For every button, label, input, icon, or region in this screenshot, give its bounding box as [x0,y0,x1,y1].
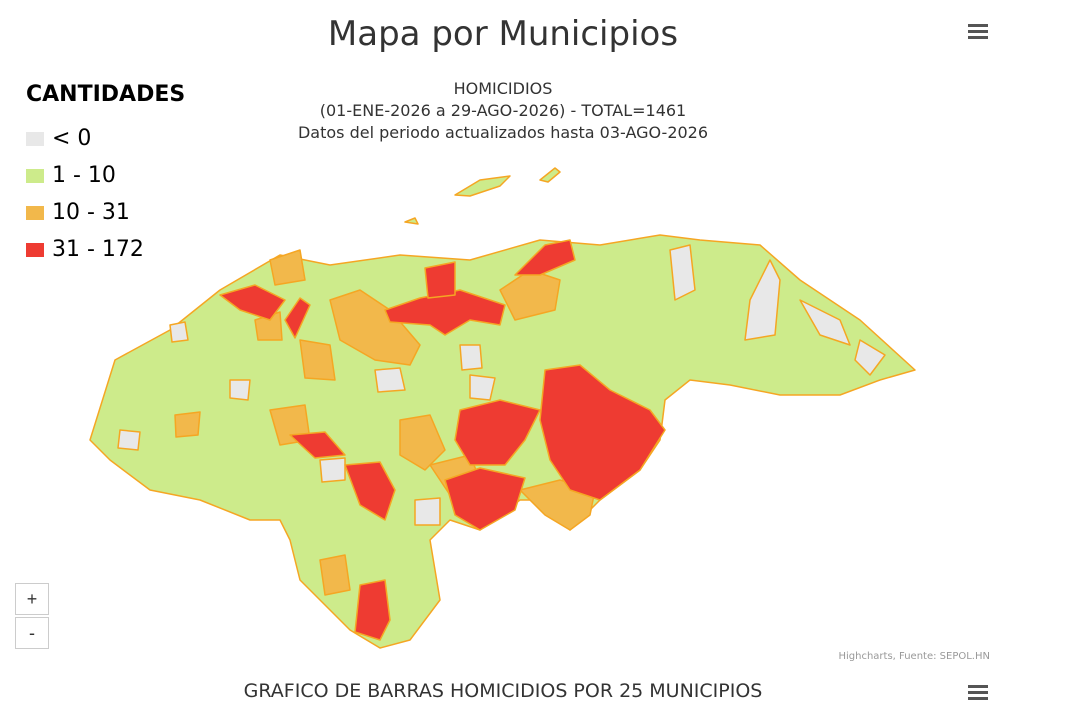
legend-swatch [26,242,44,257]
legend-item[interactable]: 31 - 172 [26,237,144,262]
legend-item[interactable]: < 0 [26,126,91,151]
zoom-in[interactable]: + [15,583,49,615]
region-red [219,239,666,641]
credits: Highcharts, Fuente: SEPOL.HN [838,651,990,662]
legend-title: CANTIDADES [26,82,186,107]
legend-label: 1 - 10 [52,163,116,188]
subtitle-line: (01-ENE-2026 a 29-AGO-2026) - TOTAL=1461 [319,101,687,120]
legend-label: 10 - 31 [52,200,130,225]
subtitle-line: HOMICIDIOS [453,79,553,98]
zoom-out[interactable]: - [15,617,49,649]
legend-swatch [26,131,44,146]
title: Mapa por Municipios [327,14,679,54]
subtitle: HOMICIDIOS (01-ENE-2026 a 29-AGO-2026) -… [0,78,1006,144]
region-grey [117,244,886,526]
legend-label: 31 - 172 [52,237,144,262]
legend-item[interactable]: 10 - 31 [26,200,130,225]
island [404,167,561,225]
menu-button[interactable] [968,24,988,40]
region-orange [174,249,596,596]
menu-button[interactable] [968,685,988,701]
subtitle-line: Datos del periodo actualizados hasta 03-… [297,123,709,142]
legend-swatch [26,205,44,220]
legend-swatch [26,168,44,183]
legend-item[interactable]: 1 - 10 [26,163,116,188]
bar-chart-title: GRAFICO DE BARRAS HOMICIDIOS POR 25 MUNI… [243,680,763,702]
legend-label: < 0 [52,126,92,151]
